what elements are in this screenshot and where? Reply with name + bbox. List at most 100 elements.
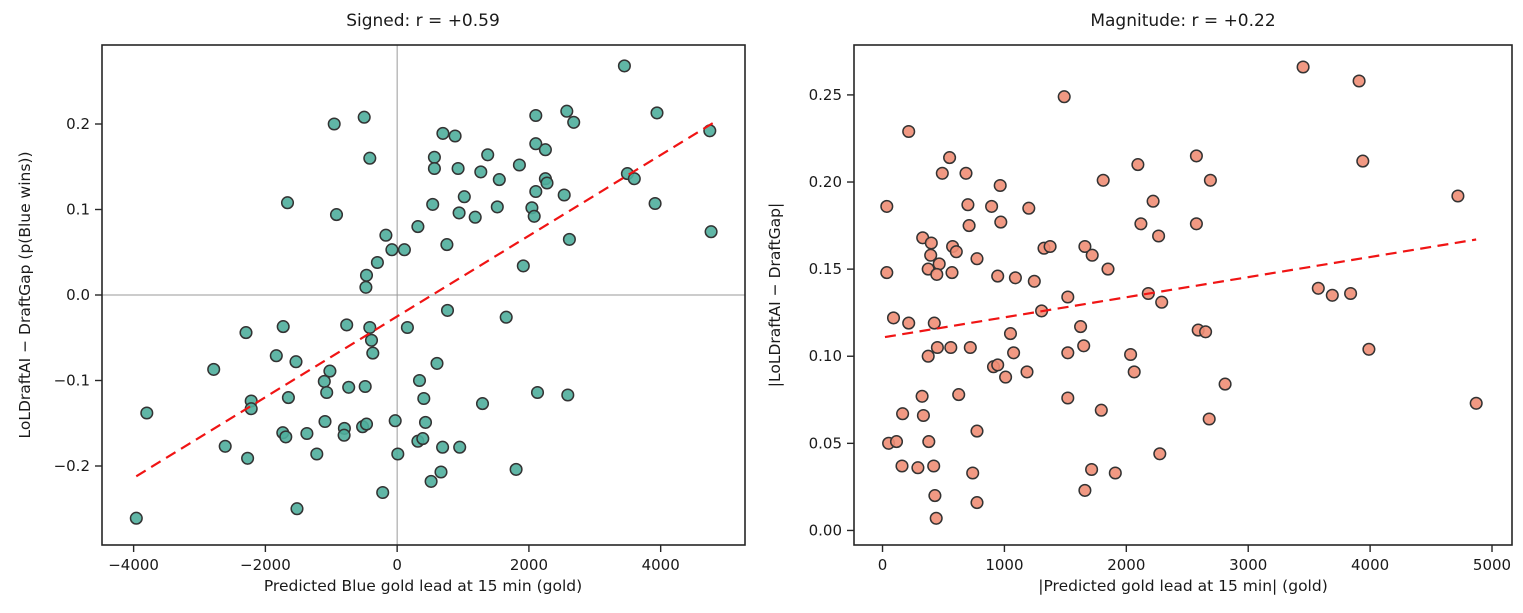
data-point xyxy=(970,424,984,438)
y-tick-label: 0.25 xyxy=(809,86,842,104)
data-point xyxy=(1027,274,1041,288)
data-point xyxy=(927,316,941,330)
data-point xyxy=(416,432,430,446)
data-point xyxy=(944,340,958,355)
data-point xyxy=(342,380,356,394)
data-point xyxy=(289,355,303,369)
trend-line xyxy=(135,122,714,478)
data-point xyxy=(529,137,543,151)
data-point xyxy=(1356,154,1370,168)
data-point xyxy=(492,173,506,187)
data-point xyxy=(359,417,374,431)
y-tick-label: 0.20 xyxy=(809,173,842,191)
data-point xyxy=(880,266,894,280)
data-point xyxy=(474,165,488,179)
data-point xyxy=(1022,201,1036,215)
data-point xyxy=(952,388,966,402)
data-point xyxy=(290,502,304,516)
data-point xyxy=(1078,483,1092,497)
data-point xyxy=(561,388,575,402)
data-point xyxy=(1325,288,1339,302)
data-point xyxy=(468,210,482,224)
data-point xyxy=(417,391,431,406)
data-point xyxy=(915,389,929,403)
data-point xyxy=(516,259,530,273)
y-tick-label: 0.2 xyxy=(66,115,90,133)
x-tick-label: 4000 xyxy=(1351,556,1389,574)
data-point xyxy=(448,129,462,143)
data-point xyxy=(388,414,402,428)
data-point xyxy=(527,209,541,223)
data-point xyxy=(1007,346,1021,360)
data-point xyxy=(310,447,324,461)
data-point xyxy=(1152,229,1166,243)
data-point xyxy=(320,385,334,400)
data-point xyxy=(329,208,344,222)
data-point xyxy=(529,184,543,199)
data-point xyxy=(567,115,581,129)
x-tick-label: 0 xyxy=(878,556,888,574)
data-point xyxy=(357,110,371,124)
data-point xyxy=(1451,189,1465,203)
data-point xyxy=(1218,377,1232,391)
data-point xyxy=(929,511,943,525)
data-point xyxy=(994,215,1008,229)
data-point xyxy=(1189,217,1203,231)
magnitude-plot-area: 0 1000 2000 3000 4000 5000 0.00 0.05 0.10 0.15 0.2… xyxy=(809,44,1513,574)
data-point xyxy=(1057,90,1071,104)
data-point xyxy=(1085,462,1099,477)
data-point xyxy=(400,320,414,335)
data-point xyxy=(1344,286,1358,301)
data-point xyxy=(895,459,909,473)
data-point xyxy=(970,496,984,510)
data-point xyxy=(1101,262,1115,276)
x-tick-label: 0 xyxy=(392,556,402,574)
x-tick-label: −2000 xyxy=(240,556,291,574)
data-point xyxy=(538,143,552,157)
data-point xyxy=(411,220,425,234)
trend-line xyxy=(884,238,1477,339)
data-point xyxy=(327,117,341,131)
x-tick-label: 4000 xyxy=(642,556,680,574)
data-point xyxy=(481,148,495,162)
data-point xyxy=(364,333,379,347)
data-point xyxy=(418,415,433,429)
data-point xyxy=(140,406,154,420)
data-point xyxy=(218,439,232,453)
data-point xyxy=(1085,248,1099,262)
data-point xyxy=(924,236,938,250)
data-point xyxy=(318,414,332,429)
data-point xyxy=(935,166,949,180)
y-tick-label: 0.05 xyxy=(809,434,842,452)
data-point xyxy=(440,238,454,252)
y-tick-label: 0.15 xyxy=(809,260,842,278)
data-point xyxy=(276,320,290,334)
data-point xyxy=(963,340,977,355)
data-point xyxy=(943,151,957,165)
data-point xyxy=(385,243,399,257)
data-point xyxy=(359,280,373,294)
data-point xyxy=(902,316,916,330)
data-point xyxy=(1202,412,1216,426)
data-point xyxy=(886,311,901,325)
data-point xyxy=(1296,60,1310,74)
data-point xyxy=(440,303,455,317)
data-point xyxy=(239,326,253,340)
data-point xyxy=(1469,396,1483,410)
data-point xyxy=(562,232,576,246)
data-point xyxy=(966,466,980,480)
data-point xyxy=(889,435,904,449)
data-point xyxy=(1061,391,1075,405)
data-point xyxy=(323,364,337,378)
data-point xyxy=(949,245,963,259)
data-point xyxy=(370,255,384,270)
data-point xyxy=(1096,173,1110,187)
x-tick-label: 3000 xyxy=(1229,556,1267,574)
data-point xyxy=(999,370,1013,384)
data-point xyxy=(512,158,526,172)
x-tick-label: 1000 xyxy=(985,556,1023,574)
data-point xyxy=(436,126,450,140)
data-point xyxy=(1061,346,1075,360)
data-point xyxy=(1131,158,1145,172)
data-point xyxy=(376,485,390,500)
